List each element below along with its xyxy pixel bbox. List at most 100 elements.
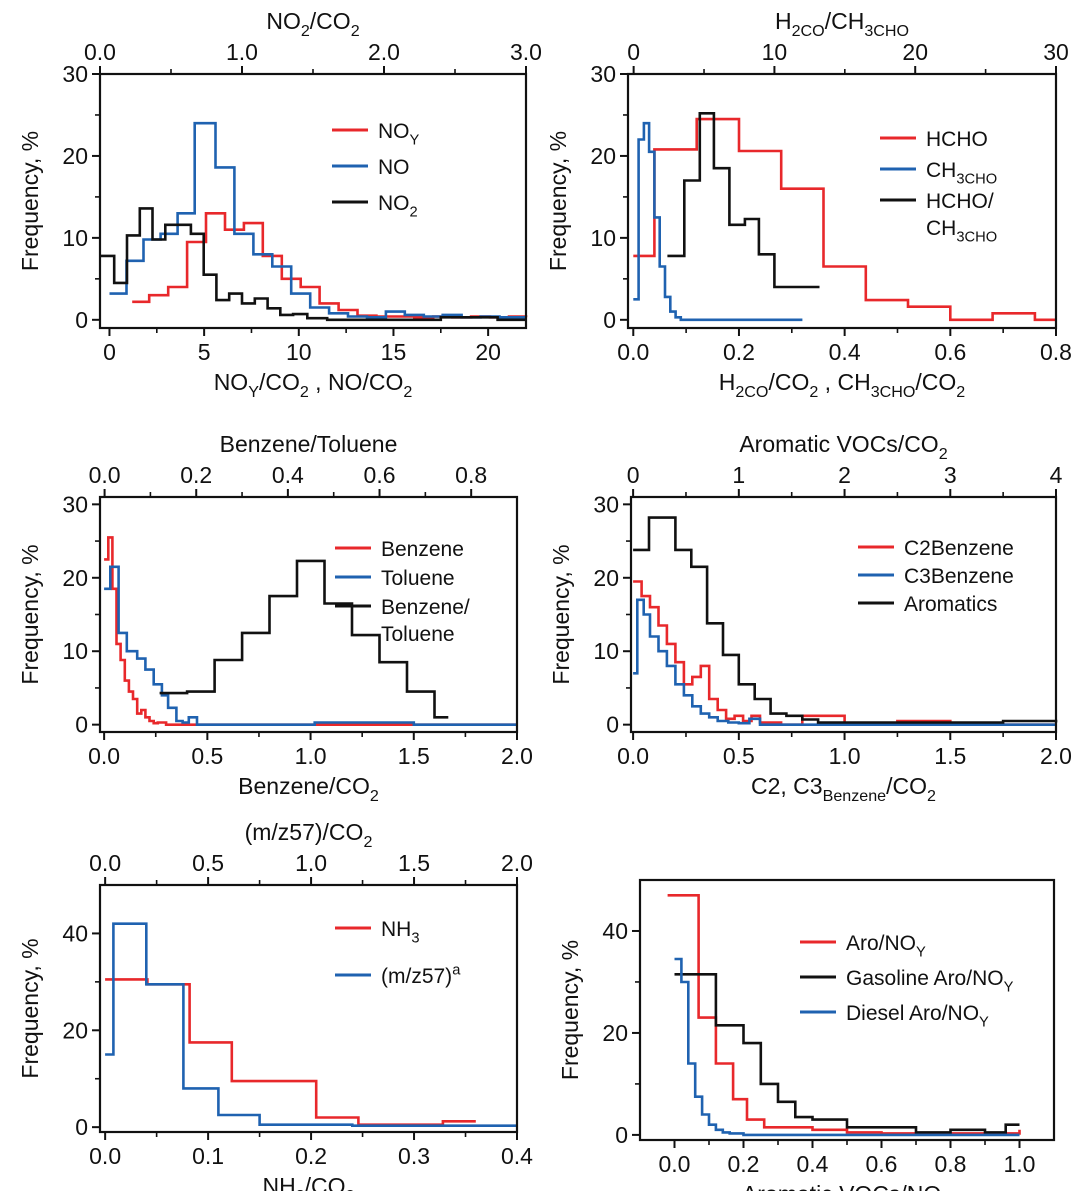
top-tick-label: 0 (627, 462, 640, 488)
y-axis-title: Frequency, % (548, 544, 574, 684)
top-tick-label: 3 (944, 462, 957, 488)
top-tick-label: 2.0 (368, 39, 400, 65)
series-line (109, 121, 526, 319)
x-tick-label: 0.1 (192, 1143, 224, 1169)
legend-label: Diesel Aro/NOY (846, 1002, 989, 1030)
legend-label: Gasoline Aro/NOY (846, 967, 1014, 995)
y-tick-label: 0 (75, 712, 88, 738)
x-tick-label: 0.4 (829, 339, 861, 365)
top-tick-label: 1 (732, 462, 745, 488)
legend-label: Benzene (381, 538, 464, 561)
y-tick-label: 10 (593, 638, 619, 664)
series-line (159, 559, 449, 719)
top-tick-label: 0.4 (272, 462, 304, 488)
series-line (105, 922, 517, 1127)
y-tick-label: 40 (602, 918, 628, 944)
legend-label: Benzene/ (381, 596, 470, 619)
x-tick-label: 0.0 (617, 339, 649, 365)
legend-label: Aromatics (904, 593, 997, 616)
series-line (667, 112, 820, 289)
x-axis-title: NOY/CO2 , NO/CO2 (214, 369, 413, 401)
x-tick-label: 2.0 (1040, 743, 1072, 769)
x-tick-label: 2.0 (501, 743, 533, 769)
top-tick-label: 0.5 (192, 850, 224, 876)
x-tick-label: 0.4 (501, 1143, 533, 1169)
top-tick-label: 0.0 (89, 462, 121, 488)
y-axis-title: Frequency, % (557, 940, 583, 1080)
y-tick-label: 40 (62, 920, 88, 946)
x-tick-label: 0.2 (728, 1151, 760, 1177)
legend-label: NO (378, 156, 410, 179)
top-tick-label: 0.2 (180, 462, 212, 488)
y-tick-label: 30 (593, 491, 619, 517)
x-tick-label: 1.5 (934, 743, 966, 769)
top-tick-label: 0.8 (455, 462, 487, 488)
top-tick-label: 2 (838, 462, 851, 488)
plot-frame (626, 72, 1058, 330)
y-tick-label: 20 (62, 565, 88, 591)
series-line (105, 978, 476, 1126)
x-tick-label: 0.3 (398, 1143, 430, 1169)
y-tick-label: 30 (62, 491, 88, 517)
top-tick-label: 0 (627, 39, 640, 65)
legend-label: C2Benzene (904, 537, 1014, 560)
y-tick-label: 0 (615, 1122, 628, 1148)
legend-label: (m/z57)a (381, 963, 461, 988)
y-tick-label: 30 (590, 61, 616, 87)
series-line (633, 121, 803, 322)
x-tick-label: 0.8 (935, 1151, 967, 1177)
x-tick-label: 0 (103, 339, 116, 365)
y-tick-label: 20 (593, 565, 619, 591)
y-axis-title: Frequency, % (545, 131, 571, 271)
x-tick-label: 0.6 (934, 339, 966, 365)
x-axis-title: C2, C3Benzene/CO2 (751, 773, 936, 805)
top-axis-title: Aromatic VOCs/CO2 (739, 431, 947, 463)
y-axis-title: Frequency, % (17, 938, 43, 1078)
x-tick-label: 0.0 (617, 743, 649, 769)
x-tick-label: 15 (381, 339, 407, 365)
x-tick-label: 5 (198, 339, 211, 365)
y-tick-label: 10 (590, 225, 616, 251)
x-axis-title: NH3/CO2 (262, 1173, 354, 1191)
top-tick-label: 0.0 (89, 850, 121, 876)
x-tick-label: 1.0 (1004, 1151, 1036, 1177)
plot-frame (98, 883, 519, 1134)
top-tick-label: 2.0 (501, 850, 533, 876)
x-tick-label: 0.2 (295, 1143, 327, 1169)
chart-panel-5: 0.0 0.1 0.2 0.3 0.4 0 20 40 0.0 0.5 1.0 1.5 2.0 (m/z5… (17, 819, 533, 1191)
y-tick-label: 20 (62, 143, 88, 169)
x-tick-label: 0.0 (88, 743, 120, 769)
y-tick-label: 20 (602, 1020, 628, 1046)
x-tick-label: 1.5 (398, 743, 430, 769)
plot-frame (98, 72, 528, 330)
top-axis-title: (m/z57)/CO2 (245, 819, 373, 851)
x-tick-label: 1.0 (829, 743, 861, 769)
x-tick-label: 0.2 (723, 339, 755, 365)
series-line (104, 536, 517, 726)
top-tick-label: 0.0 (84, 39, 116, 65)
top-tick-label: 10 (762, 39, 788, 65)
x-tick-label: 1.0 (295, 743, 327, 769)
series-line (674, 957, 1020, 1137)
y-tick-label: 0 (606, 712, 619, 738)
x-axis-title: H2CO/CO2 , CH3CHO/CO2 (719, 369, 966, 401)
y-tick-label: 20 (62, 1017, 88, 1043)
top-tick-label: 4 (1050, 462, 1063, 488)
chart-panel-1: 0 5 10 15 20 0 10 20 300.0 1.0 2.0 3.0 NO2/CO2 NOY/CO… (17, 8, 542, 401)
x-tick-label: 0.5 (191, 743, 223, 769)
legend-label: CH3CHO (926, 159, 997, 187)
chart-panel-6: 0.0 0.2 0.4 0.6 0.8 1.0 0 20 40 Aromatic VOCs/NOY… (557, 878, 1056, 1191)
top-tick-label: 3.0 (510, 39, 542, 65)
legend-label: C3Benzene (904, 565, 1014, 588)
series-line (104, 565, 517, 726)
chart-panel-4: 0.0 0.5 1.0 1.5 2.0 0 10 20 30 0 1 2 3 4 Aromatic VOCs… (548, 431, 1072, 805)
series-line (633, 117, 1056, 322)
top-tick-label: 1.5 (398, 850, 430, 876)
y-tick-label: 0 (75, 307, 88, 333)
chart-panel-2: 0.0 0.2 0.4 0.6 0.8 0 10 20 30 0 10 20 30 H2CO/CH3CHO… (545, 8, 1072, 401)
legend-label: NO2 (378, 192, 418, 220)
y-axis-title: Frequency, % (17, 131, 43, 271)
series-line (633, 580, 1056, 726)
